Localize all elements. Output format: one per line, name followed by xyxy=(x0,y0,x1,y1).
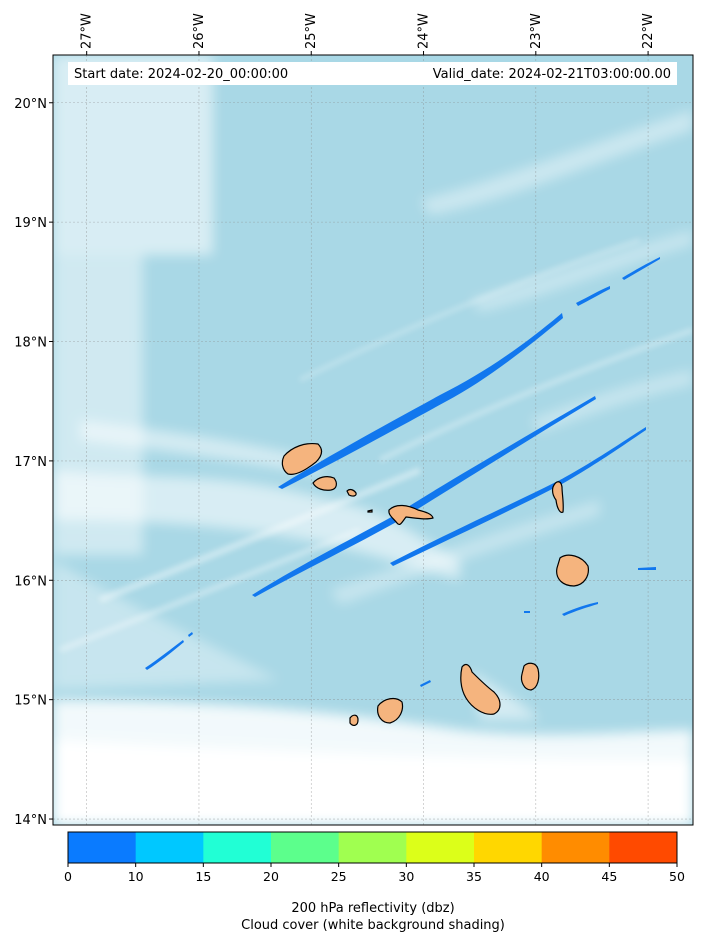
colorbar-tick-label: 50 xyxy=(669,869,685,884)
lat-tick-label: 15°N xyxy=(14,694,47,709)
colorbar-segment xyxy=(609,832,678,863)
lon-tick-label: 22°W xyxy=(641,13,656,49)
lon-tick-label: 25°W xyxy=(304,13,319,49)
colorbar-segment xyxy=(203,832,272,863)
graticule xyxy=(53,55,693,825)
map-panel: Start date: 2024-02-20_00:00:00 Valid_da… xyxy=(53,55,693,825)
colorbar-tick-label: 30 xyxy=(398,869,414,884)
island-maio xyxy=(520,662,540,691)
lon-tick-label: 24°W xyxy=(417,13,432,49)
colorbar-segment xyxy=(406,832,475,863)
cloud-cover-shading xyxy=(53,55,693,825)
island-santa-luzia xyxy=(346,488,357,497)
island-brava xyxy=(349,714,359,726)
island-fogo xyxy=(377,697,404,724)
colorbar-tick-label: 10 xyxy=(128,869,144,884)
start-date-label: Start date: 2024-02-20_00:00:00 xyxy=(74,67,288,82)
island-boa-vista xyxy=(556,554,589,587)
reflectivity-fragment-small xyxy=(524,611,530,613)
date-info-box: Start date: 2024-02-20_00:00:00 Valid_da… xyxy=(68,62,677,85)
colorbar-title: 200 hPa reflectivity (dbz) xyxy=(291,901,454,916)
longitude-ticks: 27°W 26°W 25°W 24°W 23°W 22°W xyxy=(80,13,656,55)
colorbar-segment xyxy=(474,832,543,863)
colorbar-tick-label: 25 xyxy=(331,869,347,884)
island-sal xyxy=(552,481,564,513)
reflectivity-band-north-tip xyxy=(622,257,660,280)
colorbar-segment xyxy=(271,832,340,863)
colorbar-segment xyxy=(68,832,137,863)
reflectivity-band-sw-dot xyxy=(188,632,193,637)
lat-tick-label: 20°N xyxy=(14,97,47,112)
island-sao-vicente xyxy=(312,476,337,491)
colorbar-segment xyxy=(541,832,610,863)
island-sao-nicolau xyxy=(388,504,434,526)
lon-tick-label: 27°W xyxy=(80,13,95,49)
islands xyxy=(281,442,589,726)
lat-tick-label: 17°N xyxy=(14,455,47,470)
reflectivity-band-west xyxy=(145,640,184,670)
reflectivity-fragment-east xyxy=(638,567,656,570)
reflectivity-bands xyxy=(145,257,660,687)
reflectivity-band-north-ext xyxy=(576,286,610,306)
colorbar-subtitle: Cloud cover (white background shading) xyxy=(241,918,505,933)
reflectivity-fragment-brava xyxy=(420,680,431,687)
colorbar-segment xyxy=(135,832,204,863)
colorbar-tick-label: 35 xyxy=(466,869,482,884)
lat-tick-label: 16°N xyxy=(14,574,47,589)
colorbar-tick-label: 0 xyxy=(64,869,72,884)
map-frame xyxy=(52,54,694,826)
colorbar-tick-label: 20 xyxy=(263,869,279,884)
colorbar-segment xyxy=(338,832,407,863)
valid-date-label: Valid_date: 2024-02-21T03:00:00.00 xyxy=(433,67,671,82)
lat-tick-label: 14°N xyxy=(14,813,47,828)
reflectivity-band-north xyxy=(278,313,563,489)
lat-tick-label: 19°N xyxy=(14,216,47,231)
colorbar-tick-label: 40 xyxy=(534,869,550,884)
island-branco xyxy=(367,509,373,513)
reflectivity-band-south xyxy=(390,427,646,566)
lon-tick-label: 23°W xyxy=(529,13,544,49)
colorbar-tick-label: 45 xyxy=(601,869,617,884)
island-santiago xyxy=(460,663,501,715)
reflectivity-fragment-se xyxy=(562,602,598,616)
lat-tick-label: 18°N xyxy=(14,336,47,351)
island-santo-antao xyxy=(281,442,323,475)
colorbar: 0 10 15 20 25 30 35 40 45 50 xyxy=(64,831,685,884)
cloud-streaks xyxy=(59,238,693,653)
colorbar-frame xyxy=(67,831,678,864)
latitude-ticks: 20°N 19°N 18°N 17°N 16°N 15°N 14°N xyxy=(14,97,53,828)
colorbar-tick-label: 15 xyxy=(195,869,211,884)
lon-tick-label: 26°W xyxy=(192,13,207,49)
reflectivity-band-middle xyxy=(252,396,596,597)
